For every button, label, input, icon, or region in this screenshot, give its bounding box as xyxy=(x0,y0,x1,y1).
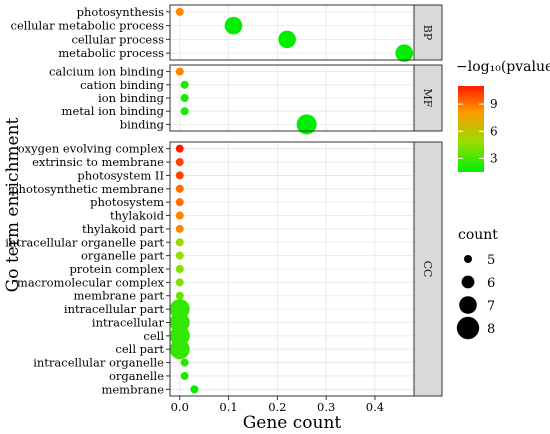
data-point xyxy=(175,224,184,233)
x-axis-title: Gene count xyxy=(243,413,342,433)
x-tick-label: 0.2 xyxy=(268,400,286,414)
y-tick-label: cellular process xyxy=(71,32,164,46)
data-point xyxy=(175,198,184,207)
data-point xyxy=(278,30,296,49)
data-point xyxy=(395,44,414,62)
x-axis: 0.0 0.1 0.2 0.3 0.4 xyxy=(171,396,384,414)
y-tick-label: binding xyxy=(120,117,165,131)
y-tick-label: metal ion binding xyxy=(62,104,165,118)
y-tick-label: intracellular part xyxy=(64,302,164,316)
color-legend-title: −log₁₀(pvalue) xyxy=(456,59,550,75)
y-tick-label: macromolecular complex xyxy=(17,275,165,289)
y-tick-label: membrane part xyxy=(73,289,164,303)
facet-strip xyxy=(413,64,443,132)
y-tick-label: organelle part xyxy=(81,249,164,263)
data-point xyxy=(190,385,199,394)
size-legend-title: count xyxy=(458,227,498,243)
color-legend: −log₁₀(pvalue) 3 6 9 xyxy=(456,59,550,172)
facet-strip xyxy=(413,4,443,61)
y-tick-label: photosynthesis xyxy=(77,5,164,19)
y-axis-title: Go term enrichment xyxy=(3,117,23,292)
y-tick-label: cation binding xyxy=(80,78,164,92)
size-legend: count 5 6 7 8 xyxy=(456,227,498,340)
data-point xyxy=(175,184,184,193)
data-point xyxy=(175,171,184,180)
y-tick-label: protein complex xyxy=(69,262,164,276)
data-point xyxy=(175,144,184,153)
y-tick-label: oxygen evolving complex xyxy=(18,142,165,156)
data-point xyxy=(175,211,184,220)
size-legend-label: 7 xyxy=(487,299,495,314)
facet-strip-label: CC xyxy=(421,261,434,278)
data-point xyxy=(180,80,189,89)
data-point xyxy=(175,158,184,167)
data-point xyxy=(180,94,189,102)
color-legend-ticks: 3 6 9 xyxy=(458,97,498,165)
y-tick-label: intracellular organelle xyxy=(33,356,164,370)
color-legend-tick-label: 9 xyxy=(490,97,498,111)
size-legend-dot xyxy=(459,296,477,314)
size-legend-dot xyxy=(464,255,472,263)
y-tick-label: membrane xyxy=(101,382,164,396)
data-point xyxy=(175,278,184,287)
data-point xyxy=(180,358,189,367)
facet-strip xyxy=(413,141,443,397)
data-point xyxy=(175,251,184,260)
data-point xyxy=(175,67,184,76)
data-point xyxy=(169,339,190,360)
facet-strip-label: BP xyxy=(421,25,434,41)
facet-strip-label: MF xyxy=(421,89,434,108)
data-point xyxy=(175,7,184,16)
size-legend-label: 5 xyxy=(487,253,495,268)
color-legend-tick-label: 3 xyxy=(490,151,498,165)
data-point xyxy=(296,114,317,135)
x-tick-label: 0.4 xyxy=(366,400,384,414)
data-point xyxy=(175,265,184,273)
y-tick-label: cell xyxy=(143,329,164,343)
y-tick-label: metabolic process xyxy=(58,46,164,60)
y-tick-label: ion binding xyxy=(98,91,165,105)
color-legend-tick-label: 6 xyxy=(490,124,498,138)
size-legend-dot xyxy=(461,275,475,289)
data-point xyxy=(175,238,184,247)
size-legend-label: 8 xyxy=(487,322,495,337)
y-tick-label: photosynthetic membrane xyxy=(11,182,164,196)
x-tick-label: 0.0 xyxy=(171,400,189,414)
size-legend-label: 6 xyxy=(487,276,495,291)
x-tick-label: 0.3 xyxy=(317,400,335,414)
y-tick-label: intracellular xyxy=(92,315,165,329)
data-point xyxy=(224,16,243,35)
y-tick-label: cellular metabolic process xyxy=(11,19,165,33)
y-tick-label: photosystem xyxy=(90,195,164,209)
y-tick-label: thylakoid part xyxy=(82,222,164,236)
size-legend-dot xyxy=(456,316,480,340)
data-point xyxy=(180,371,189,380)
size-legend-items: 5 6 7 8 xyxy=(456,253,495,340)
data-point xyxy=(175,291,184,300)
color-legend-bar xyxy=(458,86,484,172)
y-tick-label: organelle xyxy=(109,369,164,383)
y-tick-label: calcium ion binding xyxy=(49,65,165,79)
y-tick-label: intracellular organelle part xyxy=(5,235,164,249)
x-tick-label: 0.1 xyxy=(219,400,237,414)
y-tick-label: cell part xyxy=(115,342,164,356)
y-tick-label: extrinsic to membrane xyxy=(32,155,164,169)
y-tick-label: photosystem II xyxy=(77,168,164,182)
y-tick-label: thylakoid xyxy=(110,209,165,223)
data-point xyxy=(180,107,189,116)
